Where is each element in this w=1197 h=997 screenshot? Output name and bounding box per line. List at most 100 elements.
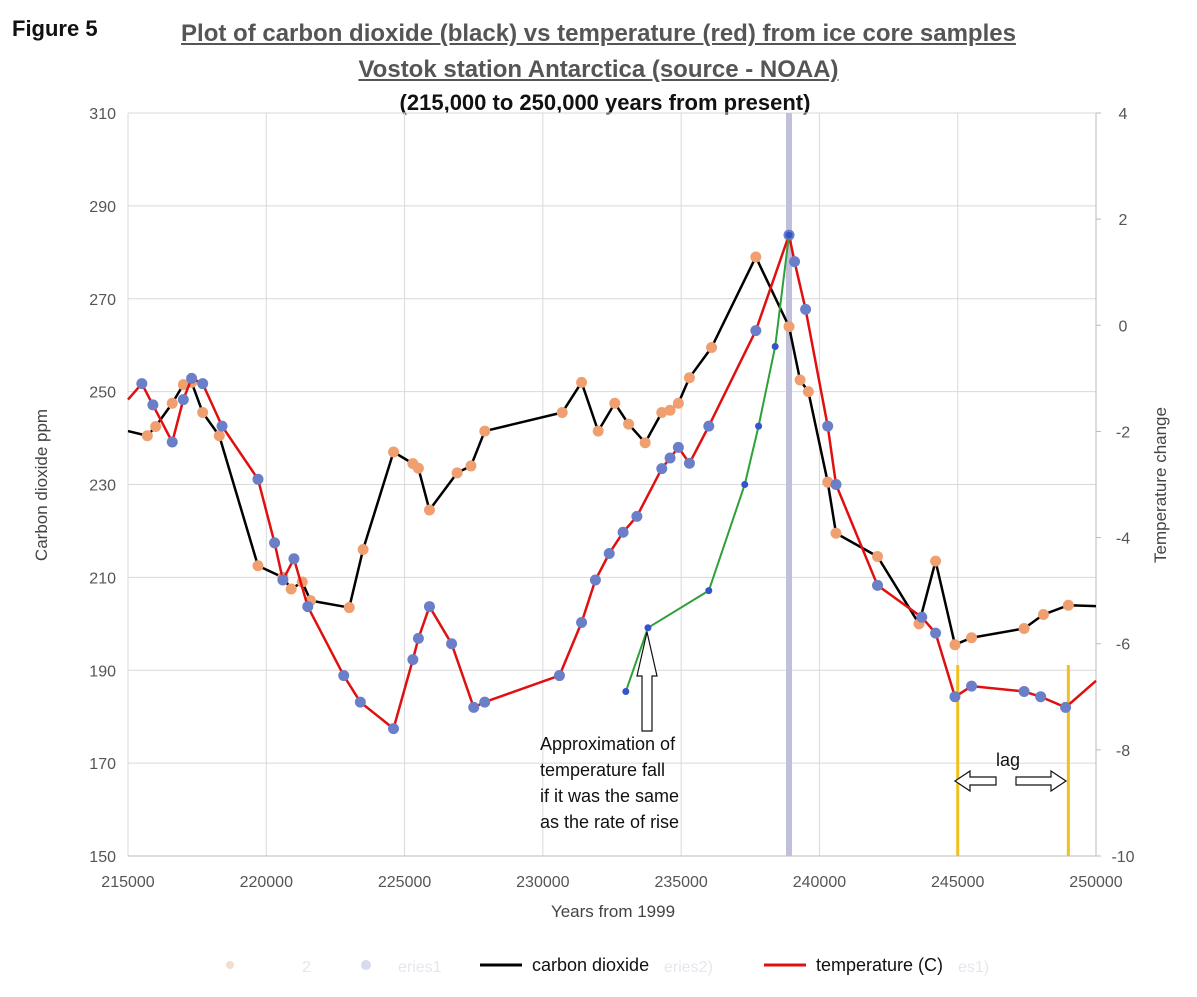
- data-point-s1-26: [617, 526, 629, 538]
- figure-label: Figure 5: [12, 16, 98, 41]
- data-point-s2-2: [705, 587, 713, 595]
- data-point-s1-27: [631, 510, 643, 522]
- data-point-s0-30: [672, 397, 684, 409]
- data-point-s0-20: [465, 460, 477, 472]
- data-point-s0-28: [656, 407, 668, 419]
- data-point-s1-8: [252, 473, 264, 485]
- legend-faint-text-2: eries1: [398, 959, 442, 976]
- data-point-s1-3: [166, 436, 178, 448]
- data-point-s1-5: [186, 372, 198, 384]
- legend-faint-text-3: eries2): [664, 959, 713, 976]
- data-point-s0-32: [706, 342, 718, 354]
- data-point-s0-46: [1062, 599, 1074, 611]
- x-tick-label: 245000: [931, 874, 984, 891]
- data-point-s1-20: [468, 701, 480, 713]
- data-point-s1-31: [683, 457, 695, 469]
- chart-title-line2: Vostok station Antarctica (source - NOAA…: [358, 56, 839, 83]
- legend-label-temp: temperature (C): [816, 955, 943, 975]
- y-tick-label: 190: [89, 663, 116, 680]
- data-point-s0-36: [802, 386, 814, 398]
- data-point-s1-41: [930, 627, 942, 639]
- y-tick-label: 250: [89, 385, 116, 402]
- legend-faint-marker-1: [226, 961, 234, 969]
- lag-left-arrow: [953, 769, 997, 793]
- chart-title-line1: Plot of carbon dioxide (black) vs temper…: [181, 20, 1016, 47]
- data-point-s1-22: [553, 670, 565, 682]
- data-point-s1-12: [302, 601, 314, 613]
- y2-tick-label: -8: [1116, 743, 1130, 760]
- annotation-line-1: Approximation of: [540, 734, 676, 754]
- data-point-s1-23: [576, 616, 588, 628]
- data-point-s1-13: [338, 670, 350, 682]
- annotation-line-3: if it was the same: [540, 786, 679, 806]
- data-point-s0-3: [166, 397, 178, 409]
- y2-tick-label: -4: [1116, 531, 1130, 548]
- data-point-s2-4: [755, 422, 763, 430]
- data-point-s1-10: [277, 574, 289, 586]
- lag-arrows: lag: [953, 750, 1068, 793]
- data-point-s1-40: [916, 611, 928, 623]
- data-point-s1-9: [269, 537, 281, 549]
- data-point-s1-7: [216, 420, 228, 432]
- y2-tick-label: -10: [1111, 849, 1134, 866]
- data-point-s0-1: [141, 430, 153, 442]
- y2-axis-title: Temperature change: [1151, 407, 1170, 563]
- data-point-s0-21: [479, 425, 491, 437]
- y-tick-label: 150: [89, 849, 116, 866]
- data-point-s0-10: [285, 583, 297, 595]
- data-point-s0-26: [623, 418, 635, 430]
- data-point-s1-16: [407, 654, 419, 666]
- x-tick-label: 235000: [654, 874, 707, 891]
- data-point-s1-15: [388, 723, 400, 735]
- legend-faint-marker-2: [361, 960, 371, 970]
- data-point-s1-36: [800, 303, 812, 315]
- data-point-s1-42: [949, 691, 961, 703]
- legend-label-co2: carbon dioxide: [532, 955, 649, 975]
- data-point-s0-35: [794, 374, 806, 386]
- data-point-s1-38: [830, 479, 842, 490]
- data-point-s0-34: [783, 321, 795, 333]
- data-point-s2-3: [741, 481, 749, 488]
- series-layer: [127, 229, 1097, 735]
- up-arrow-icon: [636, 631, 658, 732]
- data-point-s0-23: [576, 376, 588, 388]
- y2-tick-label: -6: [1116, 637, 1130, 654]
- data-point-s1-39: [872, 579, 884, 591]
- data-point-s0-14: [357, 544, 369, 556]
- data-point-s0-41: [930, 555, 942, 567]
- lag-label: lag: [996, 750, 1020, 770]
- data-point-s1-43: [966, 680, 978, 692]
- data-point-s1-17: [412, 632, 424, 644]
- x-tick-label: 215000: [101, 874, 154, 891]
- x-tick-label: 220000: [240, 874, 293, 891]
- data-point-s0-31: [683, 372, 695, 384]
- y-tick-label: 290: [89, 199, 116, 216]
- data-point-s1-19: [446, 638, 458, 650]
- y-tick-label: 270: [89, 292, 116, 309]
- data-point-s0-6: [197, 407, 209, 419]
- data-point-s1-28: [656, 463, 668, 475]
- data-point-s2-0: [622, 687, 630, 695]
- data-point-s0-37: [822, 476, 834, 488]
- data-point-s1-35: [789, 256, 801, 268]
- series-line-1: [127, 233, 1097, 730]
- x-tick-label: 225000: [378, 874, 431, 891]
- grid-lines: [127, 112, 1101, 857]
- annotation-text: Approximation of temperature fall if it …: [540, 734, 679, 832]
- data-point-s1-29: [664, 452, 676, 464]
- data-point-s0-18: [423, 504, 435, 516]
- data-point-s0-39: [872, 550, 884, 562]
- data-point-s0-2: [150, 420, 162, 432]
- data-point-s0-17: [412, 462, 424, 474]
- data-point-s1-1: [136, 378, 148, 390]
- data-point-s0-4: [177, 379, 189, 391]
- data-point-s0-27: [639, 437, 651, 449]
- data-point-s2-1: [644, 624, 652, 632]
- data-point-s0-45: [1037, 609, 1049, 621]
- y2-tick-label: 2: [1119, 212, 1128, 229]
- y-axis-title: Carbon dioxide ppm: [32, 409, 51, 561]
- data-point-s0-13: [343, 602, 355, 614]
- annotation-line-4: as the rate of rise: [540, 812, 679, 832]
- data-point-s0-25: [609, 397, 621, 409]
